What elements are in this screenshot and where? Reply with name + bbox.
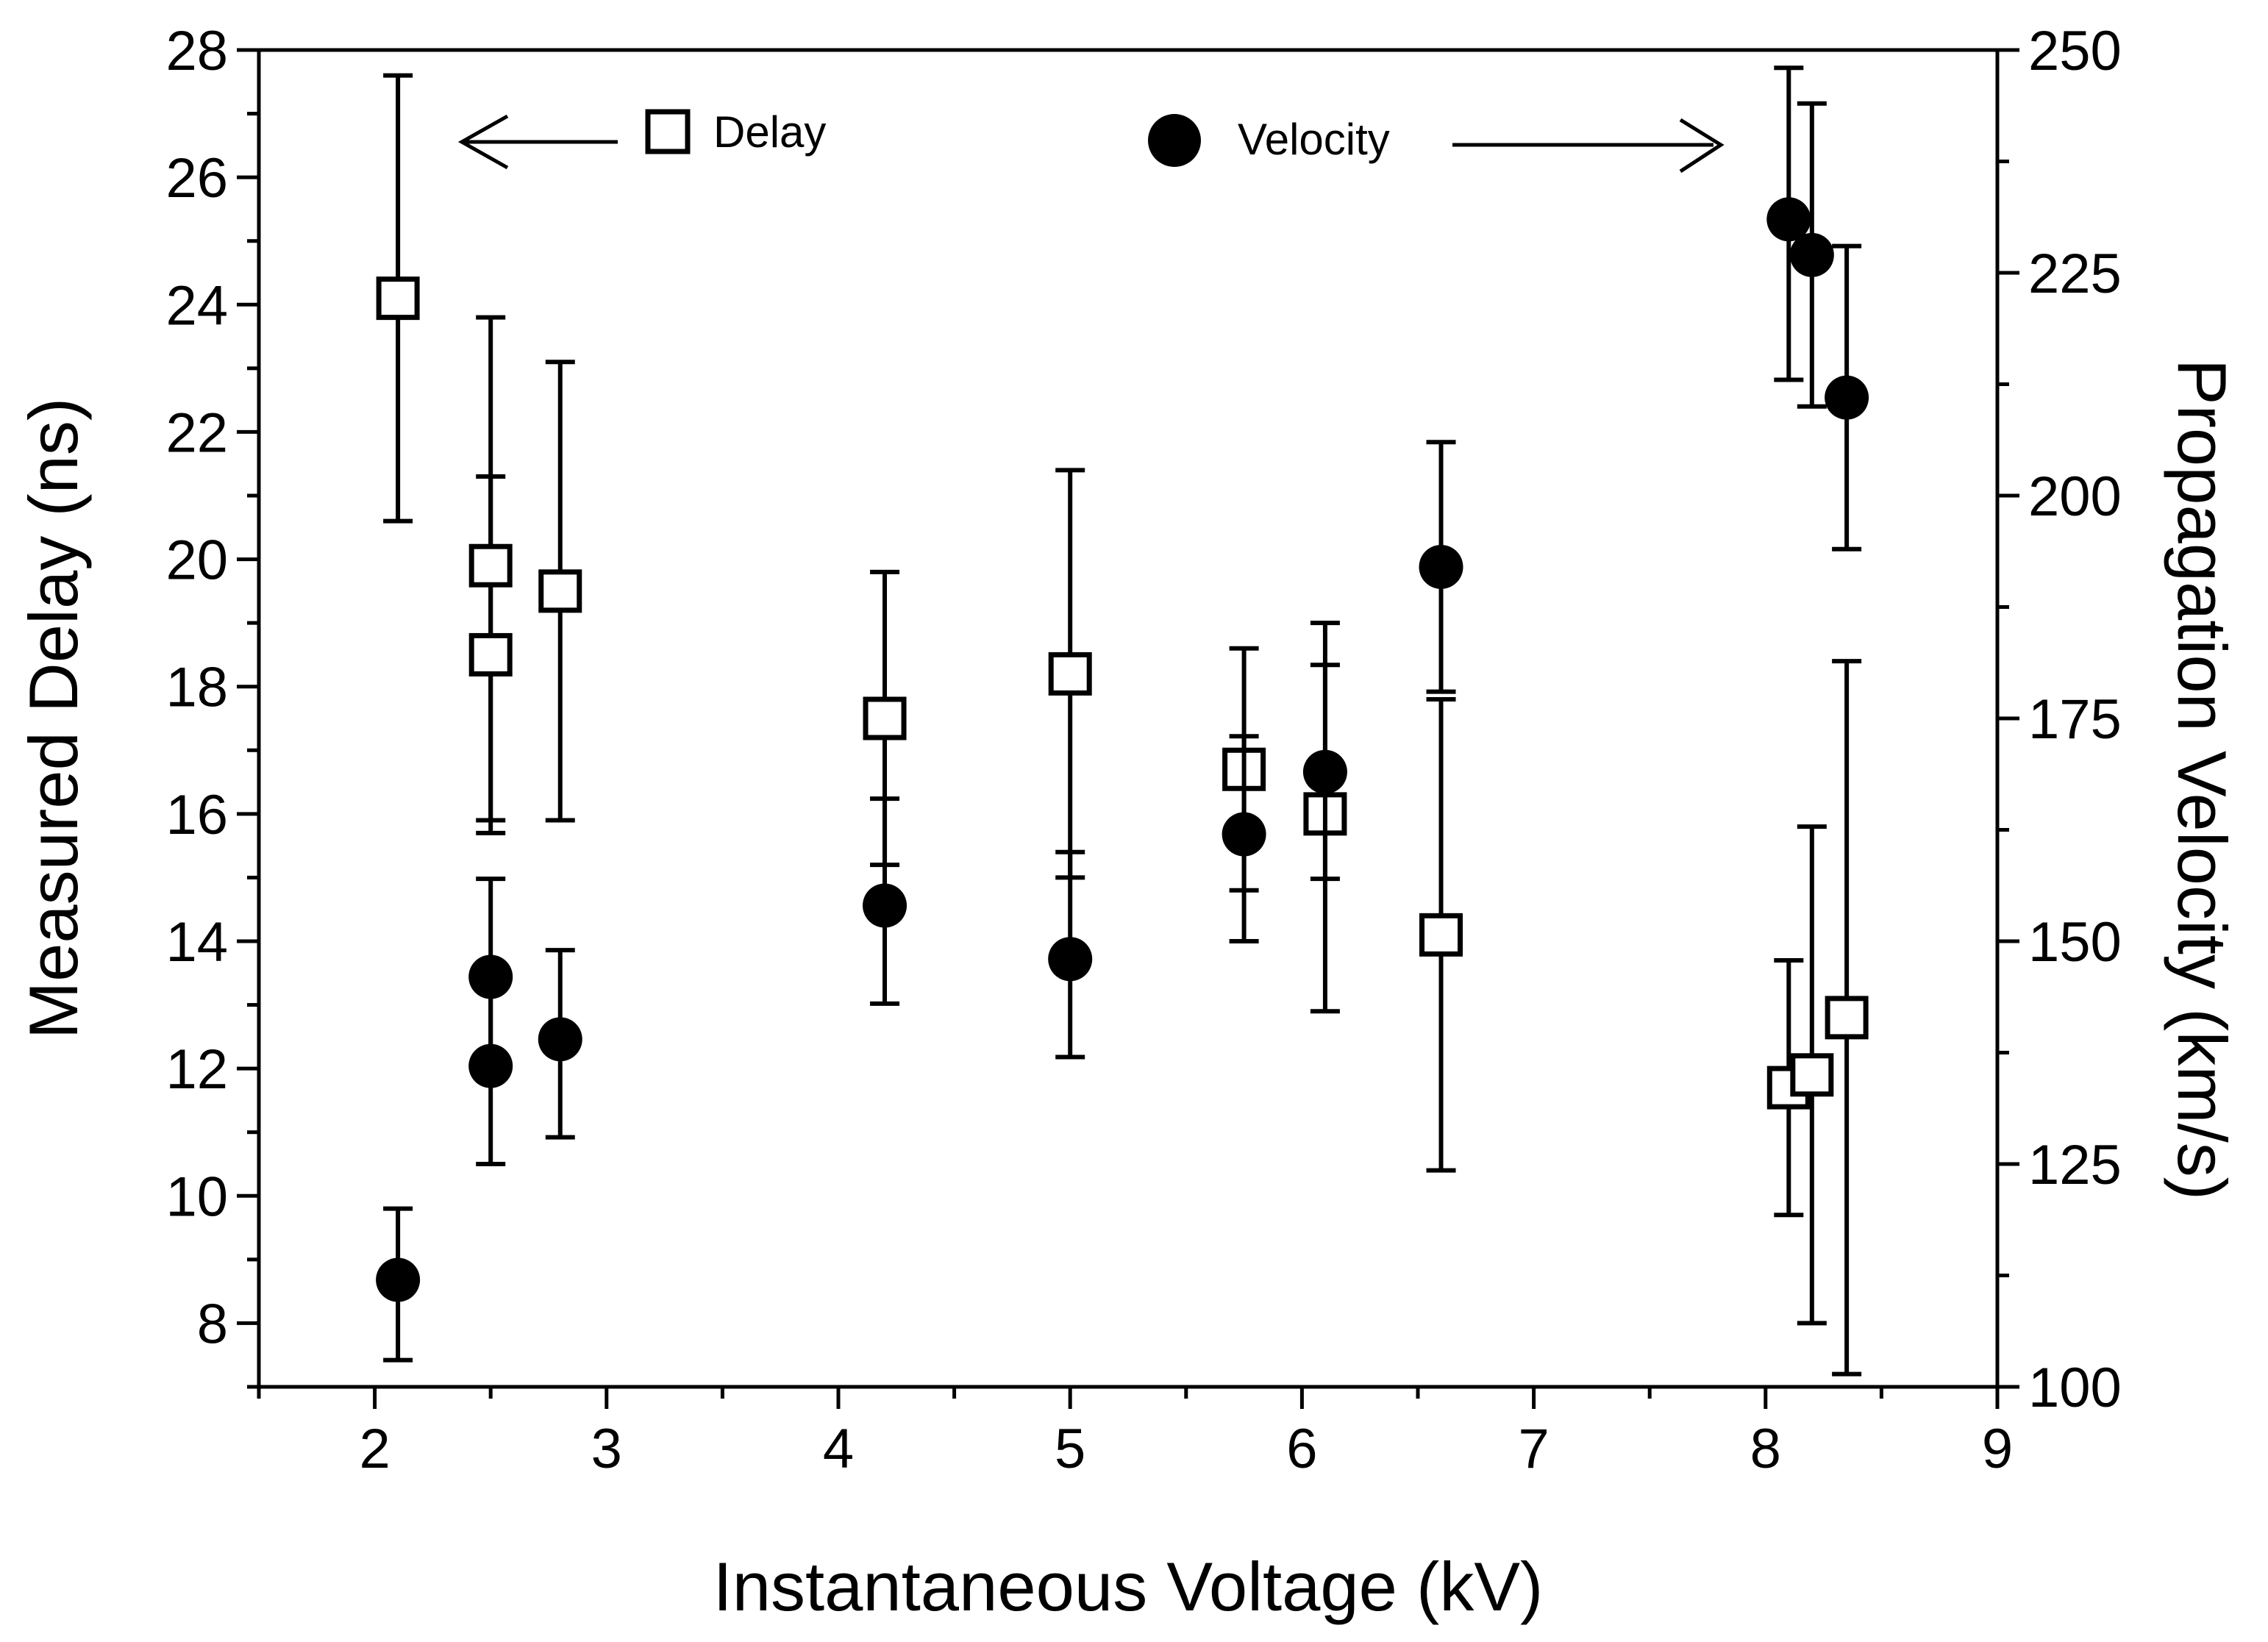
- y-left-tick-label: 26: [165, 147, 228, 210]
- velocity-point: [1789, 232, 1834, 277]
- x-tick-label: 7: [1518, 1418, 1549, 1480]
- velocity-point: [1222, 812, 1266, 857]
- velocity-point: [376, 1257, 421, 1302]
- legend-delay-arrowhead: [457, 114, 509, 170]
- y-right-tick-label: 225: [2028, 243, 2122, 305]
- series-velocity: [376, 65, 1869, 1363]
- y-right-tick-label: 175: [2028, 688, 2122, 751]
- delay-point: [376, 276, 420, 321]
- velocity-point: [863, 883, 907, 928]
- x-axis-title: Instantaneous Voltage (kV): [713, 1548, 1544, 1625]
- delay-point: [1790, 1053, 1834, 1097]
- x-tick-label: 2: [359, 1418, 390, 1480]
- delay-point: [468, 543, 513, 588]
- y-left-tick-label: 18: [165, 657, 228, 719]
- velocity-point: [1302, 749, 1347, 794]
- velocity-point: [468, 954, 513, 999]
- velocity-point: [468, 1043, 513, 1088]
- x-tick-label: 3: [591, 1418, 622, 1480]
- x-tick-label: 8: [1750, 1418, 1781, 1480]
- series-delay: [376, 73, 1869, 1377]
- y-right-axis-title: Propagation Velocity (km/s): [2164, 359, 2241, 1200]
- plot-frame: [257, 48, 2000, 1389]
- x-tick-label: 5: [1055, 1418, 1085, 1480]
- y-left-tick-label: 16: [165, 784, 228, 846]
- delay-point: [538, 569, 582, 613]
- delay-point: [1419, 913, 1463, 957]
- y-right-tick-label: 125: [2028, 1134, 2122, 1196]
- velocity-point: [1048, 937, 1093, 982]
- legend-delay-label: Delay: [713, 107, 826, 157]
- delay-point: [1048, 652, 1092, 696]
- y-left-tick-label: 14: [165, 911, 228, 974]
- x-tick-label: 9: [1982, 1418, 2013, 1480]
- legend-velocity-arrowhead: [1679, 118, 1725, 174]
- y-left-tick-label: 12: [165, 1038, 228, 1101]
- y-left-axis-ticks: 8 10 12 14 16 18 20 22 24 26 28: [165, 20, 259, 1389]
- y-left-tick-label: 28: [165, 20, 228, 82]
- delay-point: [468, 632, 513, 677]
- x-axis-ticks: 2 3 4 5 6 7 8 9: [257, 1387, 2013, 1480]
- y-left-tick-label: 22: [165, 401, 228, 464]
- y-right-tick-label: 250: [2028, 20, 2122, 82]
- delay-point: [863, 696, 907, 740]
- legend-delay-marker: [645, 109, 691, 154]
- velocity-point: [1825, 375, 1869, 420]
- x-tick-label: 4: [823, 1418, 854, 1480]
- axes: [257, 48, 2000, 1389]
- y-right-tick-label: 150: [2028, 911, 2122, 974]
- y-left-tick-label: 8: [197, 1293, 228, 1355]
- y-left-tick-label: 20: [165, 529, 228, 592]
- velocity-point: [538, 1017, 582, 1062]
- velocity-point: [1766, 197, 1811, 242]
- data-series: [376, 65, 1869, 1377]
- y-right-tick-label: 200: [2028, 465, 2122, 528]
- y-right-tick-label: 100: [2028, 1357, 2122, 1419]
- legend-velocity-label: Velocity: [1238, 115, 1390, 164]
- y-left-tick-label: 10: [165, 1166, 228, 1228]
- legend: Delay Velocity: [457, 107, 1725, 174]
- y-left-axis-title: Measured Delay (ns): [15, 398, 92, 1039]
- x-tick-label: 6: [1286, 1418, 1317, 1480]
- delay-point: [1825, 996, 1869, 1040]
- y-right-axis-ticks: 100 125 150 175 200 225 250: [1997, 20, 2122, 1419]
- y-left-tick-label: 24: [165, 274, 228, 337]
- legend-velocity-marker: [1148, 114, 1201, 167]
- velocity-point: [1419, 544, 1463, 589]
